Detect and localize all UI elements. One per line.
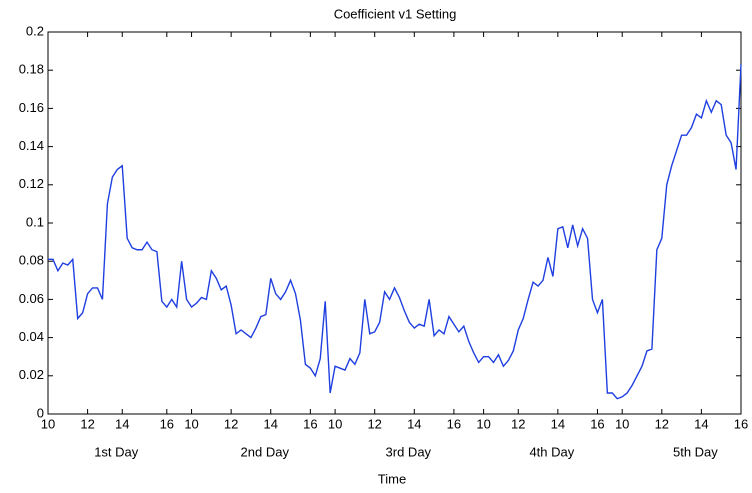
x-tick-label: 14 xyxy=(115,416,129,431)
x-tick-label: 12 xyxy=(224,416,238,431)
chart-title: Coefficient v1 Setting xyxy=(334,6,457,21)
x-tick-label: 16 xyxy=(160,416,174,431)
x-tick-label: 14 xyxy=(694,416,708,431)
y-tick-label: 0.12 xyxy=(19,176,44,191)
x-tick-label: 10 xyxy=(41,416,55,431)
x-tick-label: 16 xyxy=(303,416,317,431)
day-label: 5th Day xyxy=(673,444,718,459)
day-label: 4th Day xyxy=(529,444,574,459)
x-tick-label: 12 xyxy=(367,416,381,431)
y-tick-label: 0.04 xyxy=(19,329,44,344)
y-tick-label: 0.18 xyxy=(19,62,44,77)
x-tick-label: 14 xyxy=(407,416,421,431)
x-tick-label: 12 xyxy=(511,416,525,431)
y-tick-label: 0.2 xyxy=(26,23,44,38)
x-tick-label: 16 xyxy=(447,416,461,431)
day-label: 2nd Day xyxy=(241,444,290,459)
x-tick-label: 14 xyxy=(551,416,565,431)
x-axis-label: Time xyxy=(378,471,406,486)
y-tick-label: 0.14 xyxy=(19,138,44,153)
x-tick-label: 16 xyxy=(590,416,604,431)
x-tick-label: 14 xyxy=(264,416,278,431)
y-tick-label: 0.08 xyxy=(19,253,44,268)
y-tick-label: 0 xyxy=(37,405,44,420)
x-tick-label: 10 xyxy=(476,416,490,431)
x-tick-label: 12 xyxy=(655,416,669,431)
data-line xyxy=(48,64,742,400)
x-tick-label: 10 xyxy=(184,416,198,431)
y-tick-label: 0.1 xyxy=(26,214,44,229)
x-tick-label: 10 xyxy=(328,416,342,431)
y-tick-label: 0.16 xyxy=(19,100,44,115)
y-tick-label: 0.06 xyxy=(19,291,44,306)
day-label: 1st Day xyxy=(94,444,139,459)
x-tick-label: 10 xyxy=(615,416,629,431)
y-tick-label: 0.02 xyxy=(19,367,44,382)
x-tick-label: 16 xyxy=(734,416,748,431)
day-label: 3rd Day xyxy=(386,444,432,459)
x-tick-label: 12 xyxy=(80,416,94,431)
